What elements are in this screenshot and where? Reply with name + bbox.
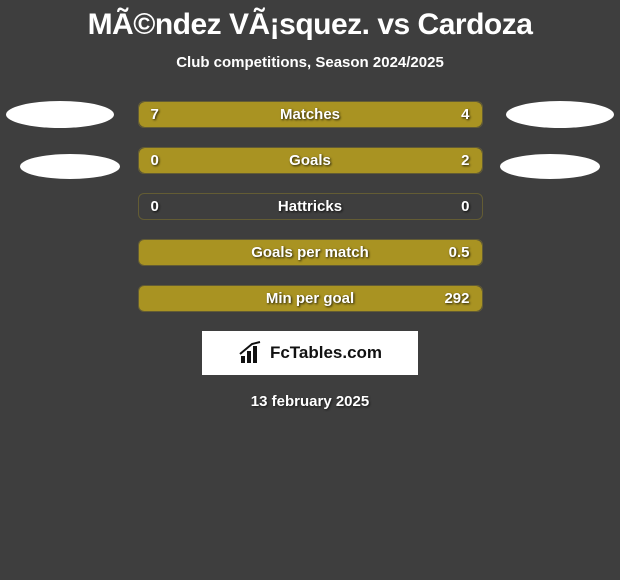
bar-fill-right bbox=[139, 240, 482, 265]
bar-row-2: Hattricks0 0 bbox=[138, 193, 483, 220]
subtitle: Club competitions, Season 2024/2025 bbox=[0, 54, 620, 71]
page-title: MÃ©ndez VÃ¡squez. vs Cardoza bbox=[0, 0, 620, 42]
bar-value-left: 0 bbox=[151, 194, 159, 219]
avatar-right-2 bbox=[500, 154, 600, 179]
avatar-left-1 bbox=[6, 101, 114, 128]
source-text: FcTables.com bbox=[270, 343, 382, 363]
bar-fill-left bbox=[139, 102, 345, 127]
barchart-icon bbox=[238, 340, 264, 366]
source-badge[interactable]: FcTables.com bbox=[202, 331, 418, 375]
bar-row-4: Min per goal292 bbox=[138, 285, 483, 312]
bar-label: Hattricks bbox=[139, 194, 482, 219]
bar-row-1: Goals02 bbox=[138, 147, 483, 174]
bar-row-0: Matches74 bbox=[138, 101, 483, 128]
bar-fill-right bbox=[139, 286, 482, 311]
avatar-left-2 bbox=[20, 154, 120, 179]
chart-area: Matches74 Goals02 Hattricks0 0 Goals per mat… bbox=[0, 101, 620, 312]
avatar-right-1 bbox=[506, 101, 614, 128]
bar-fill-left bbox=[139, 148, 208, 173]
bar-value-right: 0 bbox=[461, 194, 469, 219]
bar-row-3: Goals per match0.5 bbox=[138, 239, 483, 266]
bar-fill-right bbox=[344, 102, 481, 127]
comparison-card: MÃ©ndez VÃ¡squez. vs Cardoza Club compet… bbox=[0, 0, 620, 580]
bar-fill-right bbox=[207, 148, 481, 173]
bars-container: Matches74 Goals02 Hattricks0 0 Goals per mat… bbox=[138, 101, 483, 312]
date-label: 13 february 2025 bbox=[0, 393, 620, 410]
